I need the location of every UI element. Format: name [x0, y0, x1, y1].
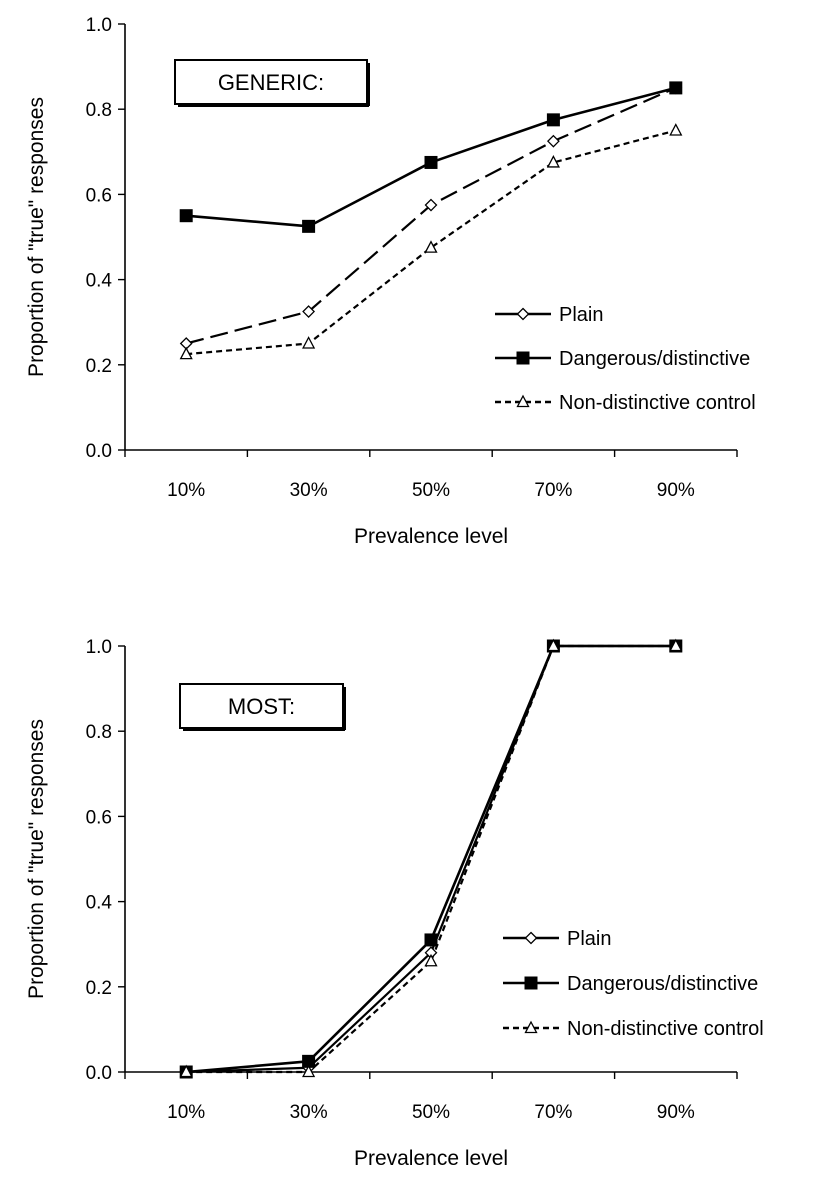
y-tick-label: 0.8: [86, 722, 112, 743]
legend-label: Dangerous/distinctive: [559, 348, 750, 370]
series-3-point: [546, 638, 560, 652]
legend-label: Plain: [559, 304, 603, 326]
series-line-3: [186, 129, 677, 356]
legend-marker: [516, 394, 530, 408]
series-2-point: [179, 209, 193, 223]
series-1-point: [302, 305, 316, 318]
legend-marker: [516, 351, 530, 365]
y-tick-label: 0.0: [86, 441, 112, 462]
x-tick-label: 90%: [657, 1102, 695, 1123]
series-1-point: [424, 198, 438, 212]
series-2-point: [302, 219, 316, 233]
series-3-point: [669, 638, 683, 652]
x-tick-label: 50%: [412, 1102, 450, 1123]
series-3-point: [179, 1064, 193, 1078]
series-2-point: [669, 81, 683, 95]
x-tick-label: 70%: [534, 1102, 572, 1123]
x-tick-label: 30%: [290, 480, 328, 501]
y-tick-label: 0.2: [86, 978, 112, 999]
x-tick-label: 50%: [412, 480, 450, 501]
x-axis-title: Prevalence level: [354, 525, 508, 548]
series-3-point: [546, 155, 560, 168]
legend-label: Dangerous/distinctive: [567, 973, 758, 995]
series-3-point: [302, 336, 316, 349]
chart-panel-2: 0.0 0.2 0.4 0.6 0.8 1.0 10% 30% 50% 70% 90% Prevale…: [25, 637, 764, 1170]
series-3-point: [302, 1064, 316, 1078]
legend-marker: [524, 1020, 538, 1034]
y-tick-label: 0.4: [86, 893, 113, 914]
series-2-point: [546, 113, 560, 127]
series-3-point: [424, 240, 438, 253]
series-line-3: [186, 644, 676, 1074]
x-tick-label: 30%: [290, 1102, 328, 1123]
y-tick-label: 1.0: [86, 637, 112, 658]
legend-marker: [524, 976, 538, 990]
x-tick-label: 70%: [534, 480, 572, 501]
legend-label: Non-distinctive control: [567, 1018, 764, 1040]
y-tick-label: 0.0: [86, 1063, 112, 1084]
panel-label: GENERIC:: [218, 70, 324, 95]
series-3-point: [669, 123, 683, 136]
series-1-point: [546, 134, 560, 148]
x-tick-label: 90%: [657, 480, 695, 501]
panel-label-box: [179, 683, 344, 729]
series-3-point: [424, 953, 438, 967]
x-tick-label: 10%: [167, 1102, 205, 1123]
legend-marker: [524, 931, 538, 945]
y-tick-label: 1.0: [86, 15, 112, 36]
y-tick-label: 0.6: [86, 185, 112, 206]
series-2-point: [424, 933, 438, 947]
y-axis-title: Proportion of "true" responses: [25, 97, 48, 377]
y-axis-title: Proportion of "true" responses: [25, 719, 48, 999]
panel-label-box: [174, 59, 368, 105]
legend-marker: [516, 307, 530, 321]
legend-label: Non-distinctive control: [559, 392, 756, 414]
panel-label: MOST:: [228, 694, 295, 719]
y-tick-label: 0.8: [86, 100, 112, 121]
y-tick-label: 0.2: [86, 356, 112, 377]
series-2-point: [424, 155, 438, 169]
x-tick-label: 10%: [167, 480, 205, 501]
y-tick-label: 0.4: [86, 271, 113, 292]
series-3-point: [179, 346, 193, 360]
legend-label: Plain: [567, 928, 611, 950]
y-tick-label: 0.6: [86, 807, 112, 828]
x-axis-title: Prevalence level: [354, 1147, 508, 1170]
chart-panel-1: 0.0 0.2 0.4 0.6 0.8 1.0 10% 30% 50% 70% 90% Prevale…: [25, 15, 756, 548]
